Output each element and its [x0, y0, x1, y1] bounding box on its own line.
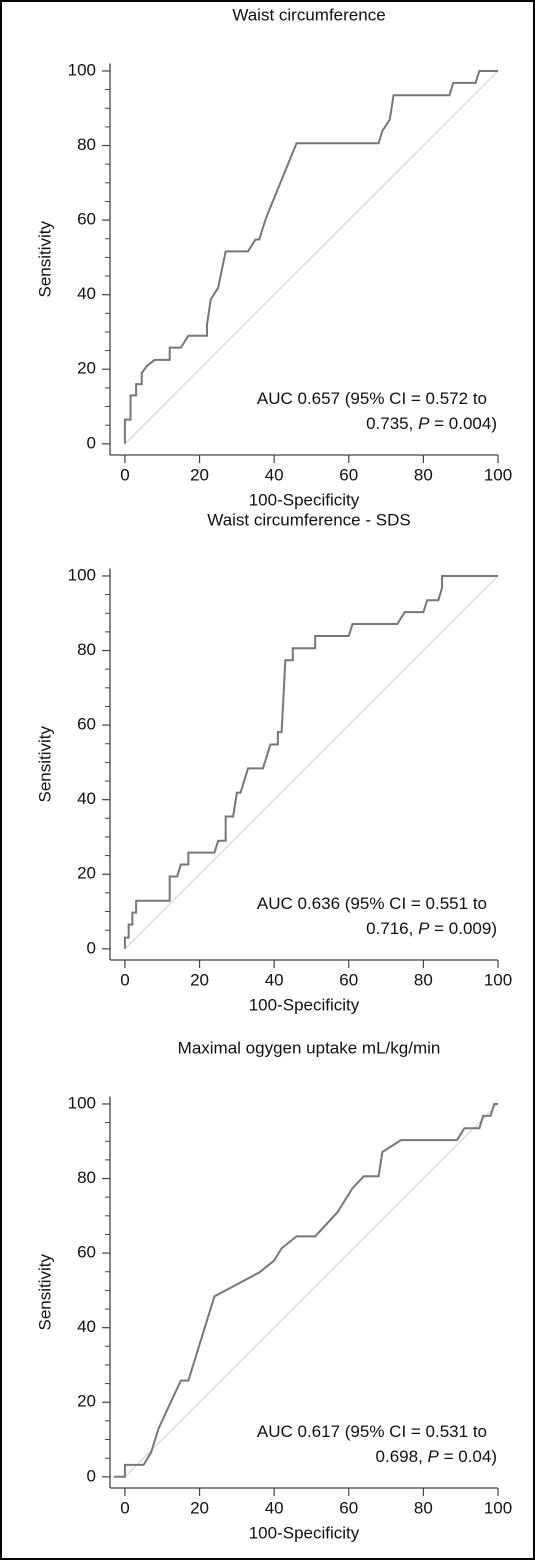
y-tick-label: 80 — [77, 1168, 96, 1187]
annotation-part: P — [428, 1447, 440, 1466]
chart-title: Waist circumference — [232, 5, 385, 24]
x-tick-label: 20 — [190, 465, 209, 484]
y-tick-label: 100 — [68, 565, 96, 584]
x-tick-label: 60 — [339, 970, 358, 989]
annotation: 0.716, P = 0.009) — [366, 919, 497, 938]
annotation-part: P — [418, 919, 430, 938]
reference-diagonal — [124, 1103, 499, 1478]
x-tick-label: 40 — [265, 465, 284, 484]
x-tick-label: 40 — [265, 1498, 284, 1517]
annotation-part: 0.698, — [376, 1447, 428, 1466]
annotation-part: AUC 0.636 (95% CI = 0.551 to — [257, 894, 487, 913]
y-axis-label: Sensitivity — [35, 1253, 54, 1330]
y-tick-label: 20 — [77, 864, 96, 883]
annotation-part: AUC 0.657 (95% CI = 0.572 to — [257, 389, 487, 408]
y-tick-label: 60 — [77, 715, 96, 734]
annotation: AUC 0.636 (95% CI = 0.551 to — [257, 894, 487, 913]
x-axis-label: 100-Specificity — [249, 1523, 360, 1542]
x-tick-label: 100 — [484, 1498, 512, 1517]
y-tick-label: 0 — [87, 1466, 96, 1485]
x-tick-label: 80 — [414, 465, 433, 484]
annotation: AUC 0.617 (95% CI = 0.531 to — [257, 1422, 487, 1441]
x-tick-label: 0 — [120, 1498, 129, 1517]
x-tick-label: 40 — [265, 970, 284, 989]
x-tick-label: 60 — [339, 465, 358, 484]
y-tick-label: 100 — [68, 60, 96, 79]
x-tick-label: 100 — [484, 465, 512, 484]
y-tick-label: 60 — [77, 1243, 96, 1262]
annotation-part: AUC 0.617 (95% CI = 0.531 to — [257, 1422, 487, 1441]
y-tick-label: 0 — [87, 433, 96, 452]
roc-curve — [123, 574, 498, 949]
reference-diagonal — [124, 70, 499, 445]
annotation-part: = 0.004) — [429, 414, 497, 433]
y-tick-label: 0 — [87, 938, 96, 957]
x-tick-label: 80 — [414, 1498, 433, 1517]
y-tick-label: 40 — [77, 789, 96, 808]
annotation-part: = 0.009) — [429, 919, 497, 938]
roc-curve — [113, 1102, 498, 1478]
y-tick-label: 80 — [77, 135, 96, 154]
roc-curve — [123, 69, 498, 444]
annotation-part: P — [418, 414, 430, 433]
y-axis-label: Sensitivity — [35, 220, 54, 297]
annotation-part: 0.735, — [366, 414, 418, 433]
y-tick-label: 40 — [77, 284, 96, 303]
annotation: AUC 0.657 (95% CI = 0.572 to — [257, 389, 487, 408]
annotation-part: 0.716, — [366, 919, 418, 938]
annotation: 0.698, P = 0.04) — [376, 1447, 497, 1466]
y-tick-label: 100 — [68, 1093, 96, 1112]
chart-title: Waist circumference - SDS — [207, 510, 410, 529]
x-axis-label: 100-Specificity — [249, 995, 360, 1014]
y-tick-label: 60 — [77, 210, 96, 229]
chart-title: Maximal ogygen uptake mL/kg/min — [178, 1038, 441, 1057]
x-tick-label: 20 — [190, 1498, 209, 1517]
y-tick-label: 40 — [77, 1317, 96, 1336]
x-tick-label: 100 — [484, 970, 512, 989]
y-tick-label: 20 — [77, 1392, 96, 1411]
y-tick-label: 80 — [77, 640, 96, 659]
x-tick-label: 0 — [120, 970, 129, 989]
annotation-part: = 0.04) — [439, 1447, 497, 1466]
x-axis-label: 100-Specificity — [249, 490, 360, 509]
x-tick-label: 60 — [339, 1498, 358, 1517]
annotation: 0.735, P = 0.004) — [366, 414, 497, 433]
x-tick-label: 0 — [120, 465, 129, 484]
y-tick-label: 20 — [77, 359, 96, 378]
y-axis-label: Sensitivity — [35, 725, 54, 802]
reference-diagonal — [124, 575, 499, 950]
x-tick-label: 80 — [414, 970, 433, 989]
x-tick-label: 20 — [190, 970, 209, 989]
